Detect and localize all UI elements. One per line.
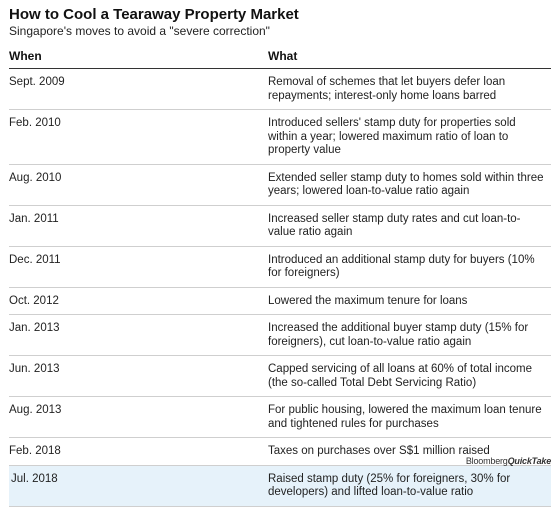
product-name: QuickTake (507, 456, 552, 466)
cell-when: Aug. 2010 (9, 164, 268, 206)
table-row: Aug. 2013 For public housing, lowered th… (9, 396, 551, 438)
table-row: Dec. 2011 Introduced an additional stamp… (9, 246, 551, 288)
cell-what: Taxes on purchases over S$1 million rais… (268, 437, 551, 466)
table-row: Jan. 2013 Increased the additional buyer… (9, 314, 551, 356)
page-subtitle: Singapore's moves to avoid a "severe cor… (9, 24, 270, 38)
cell-what: For public housing, lowered the maximum … (268, 396, 551, 438)
cell-when: Dec. 2011 (9, 246, 268, 288)
table-body: Sept. 2009 Removal of schemes that let b… (9, 68, 551, 507)
measures-table: When What Sept. 2009 Removal of schemes … (9, 45, 551, 507)
cell-when: Jul. 2018 (9, 465, 268, 507)
column-header-what: What (268, 45, 551, 69)
table-header-row: When What (9, 45, 551, 69)
table-row: Feb. 2018 Taxes on purchases over S$1 mi… (9, 437, 551, 466)
cell-what: Increased seller stamp duty rates and cu… (268, 205, 551, 247)
table-row: Aug. 2010 Extended seller stamp duty to … (9, 164, 551, 206)
table-row-highlighted: Jul. 2018 Raised stamp duty (25% for for… (9, 465, 551, 507)
cell-when: Jan. 2011 (9, 205, 268, 247)
cell-when: Aug. 2013 (9, 396, 268, 438)
cell-when: Feb. 2010 (9, 109, 268, 165)
infographic: How to Cool a Tearaway Property Market S… (9, 6, 551, 507)
cell-when: Feb. 2018 (9, 437, 268, 466)
cell-when: Sept. 2009 (9, 68, 268, 110)
table-row: Sept. 2009 Removal of schemes that let b… (9, 68, 551, 110)
cell-when: Jun. 2013 (9, 355, 268, 397)
cell-what: Removal of schemes that let buyers defer… (268, 68, 551, 110)
cell-what: Increased the additional buyer stamp dut… (268, 314, 551, 356)
cell-what: Introduced sellers' stamp duty for prope… (268, 109, 551, 165)
table-row: Feb. 2010 Introduced sellers' stamp duty… (9, 109, 551, 165)
column-header-when: When (9, 45, 268, 69)
source-credit: BloombergQuickTake (466, 456, 551, 466)
table-row: Jun. 2013 Capped servicing of all loans … (9, 355, 551, 397)
cell-when: Jan. 2013 (9, 314, 268, 356)
cell-what: Capped servicing of all loans at 60% of … (268, 355, 551, 397)
cell-what: Lowered the maximum tenure for loans (268, 287, 551, 315)
cell-what: Introduced an additional stamp duty for … (268, 246, 551, 288)
page-title: How to Cool a Tearaway Property Market (9, 6, 299, 23)
table-row: Oct. 2012 Lowered the maximum tenure for… (9, 287, 551, 315)
brand-name: Bloomberg (465, 456, 508, 466)
cell-what: Extended seller stamp duty to homes sold… (268, 164, 551, 206)
cell-what: Raised stamp duty (25% for foreigners, 3… (268, 465, 551, 507)
table-row: Jan. 2011 Increased seller stamp duty ra… (9, 205, 551, 247)
cell-when: Oct. 2012 (9, 287, 268, 315)
